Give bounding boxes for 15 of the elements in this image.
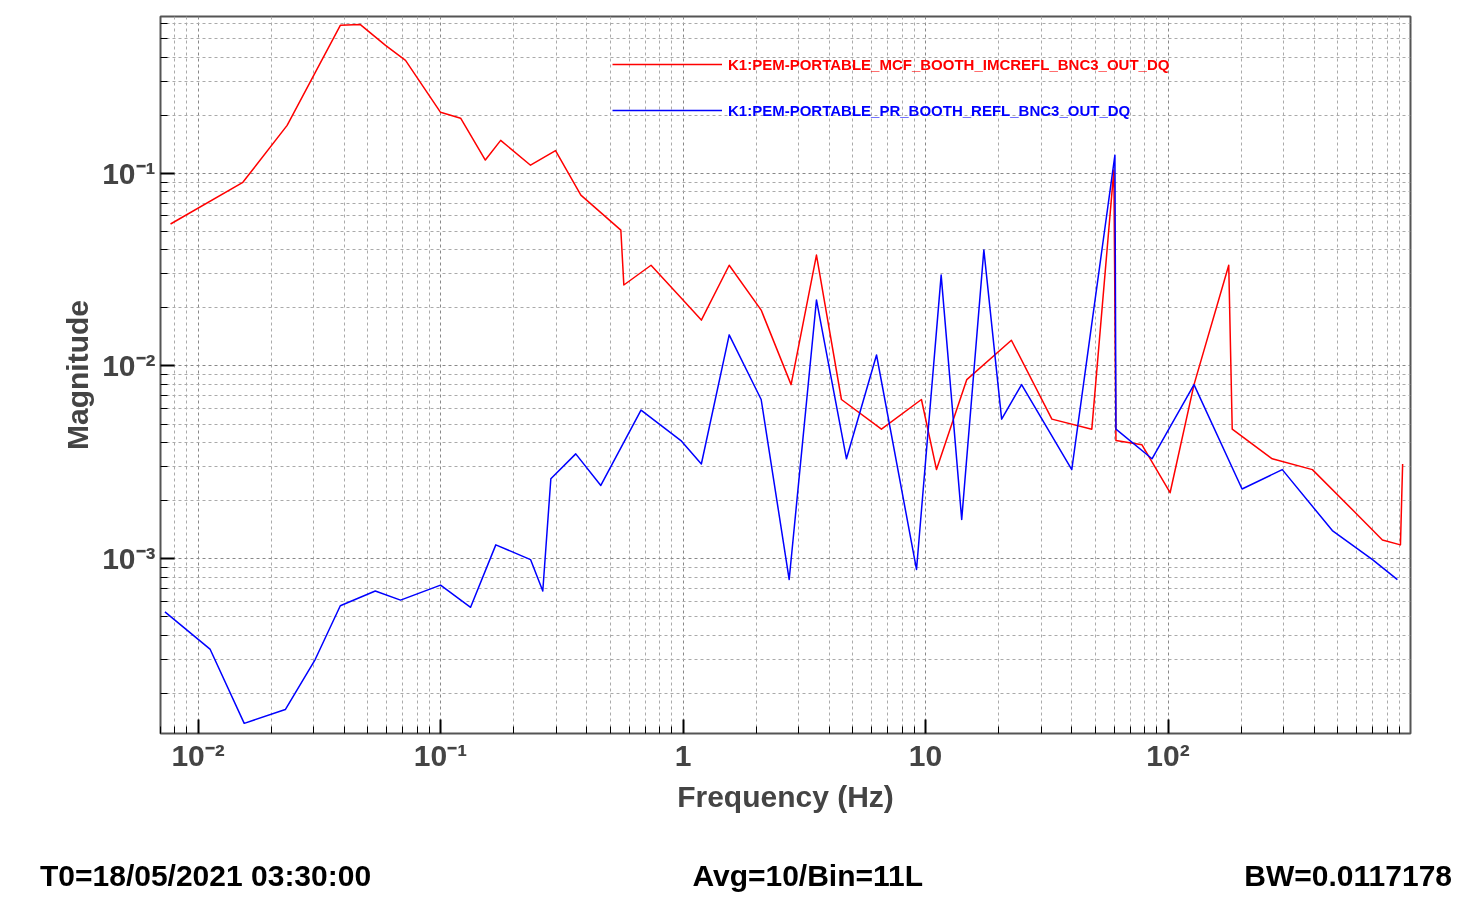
annotation: Avg=10/Bin=11L	[692, 858, 924, 894]
text: K1:PEM-PORTABLE_MCF_BOOTH_IMCREFL_BNC3_OUT_DQ	[728, 55, 1170, 73]
y-tick-label: 10⁻¹	[102, 156, 156, 190]
annotation: BW=0.0117178	[1244, 858, 1452, 894]
x-tick-label: 10²	[1146, 738, 1190, 772]
x-axis-title: Frequency (Hz)	[677, 779, 894, 813]
annotation: T0=18/05/2021 03:30:00	[40, 858, 372, 894]
x-tick-label: 10	[908, 738, 943, 772]
y-axis-title: Magnitude	[61, 299, 95, 450]
y-tick-label: 10⁻³	[102, 542, 156, 576]
x-tick-label: 10⁻¹	[413, 738, 468, 772]
x-tick-label: 10⁻²	[171, 738, 225, 772]
y-tick-label: 10⁻²	[102, 349, 156, 383]
x-tick-label: 1	[674, 738, 692, 772]
text: K1:PEM-PORTABLE_PR_BOOTH_REFL_BNC3_OUT_DQ	[728, 101, 1131, 119]
